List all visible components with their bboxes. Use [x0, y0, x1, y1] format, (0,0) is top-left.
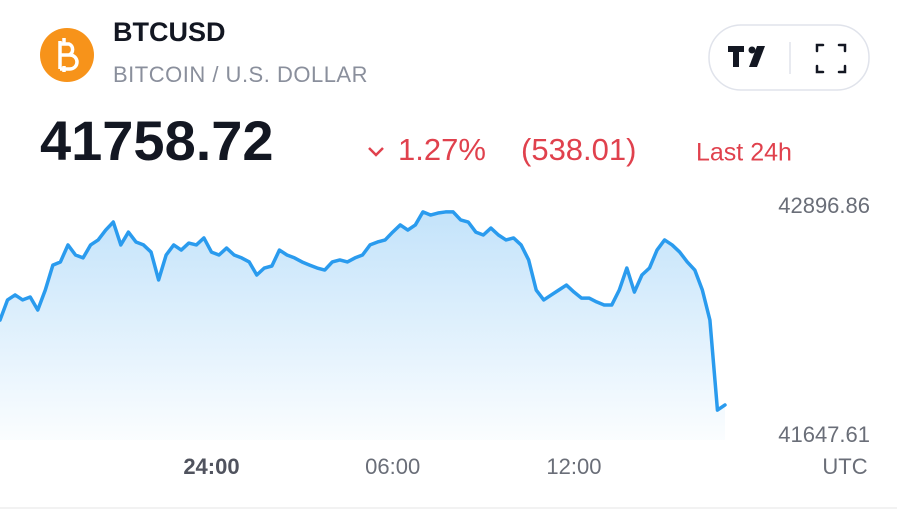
x-tick-label: 12:00 [546, 454, 601, 479]
x-tick-label: 24:00 [183, 454, 239, 479]
plot: 42896.86 41647.61 24:00 06:00 12:00 [0, 193, 870, 479]
y-tick-label: 42896.86 [778, 193, 870, 218]
instrument-name: BITCOIN / U.S. DOLLAR [113, 62, 368, 87]
down-arrow [368, 147, 384, 157]
tradingview-logo-button[interactable] [728, 46, 765, 67]
price-line [0, 210, 727, 412]
area [0, 211, 725, 440]
period: Last 24h [696, 139, 792, 167]
change-value: (538.01) [521, 132, 636, 167]
change-percent: 1.27% [398, 132, 486, 167]
x-axis-label: UTC [822, 454, 867, 479]
x-tick-label: 06:00 [365, 454, 420, 479]
y-tick-label: 41647.61 [778, 422, 870, 447]
toolbar [708, 24, 870, 91]
symbol: BTCUSD [113, 17, 226, 47]
price: 41758.72 [40, 109, 274, 172]
coin-icon [40, 28, 94, 82]
fullscreen-button[interactable] [815, 43, 847, 74]
